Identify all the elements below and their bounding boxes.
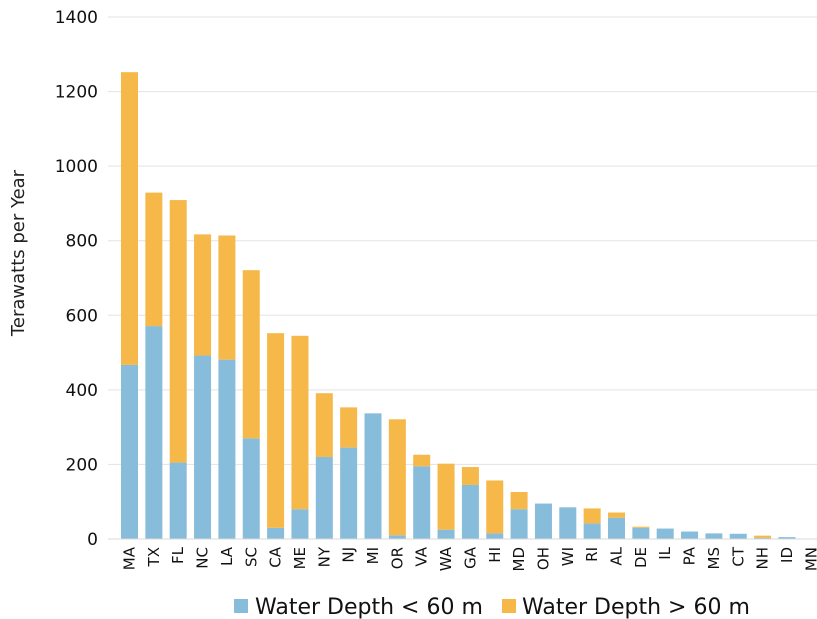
y-tick-label: 600 <box>66 306 98 326</box>
bar-MS-shallow <box>705 533 723 539</box>
legend-swatch-deep <box>502 599 516 613</box>
x-tick-label-LA: LA <box>218 546 236 566</box>
x-tick-label-NJ: NJ <box>340 547 358 563</box>
bar-WA-shallow <box>437 529 455 539</box>
bars <box>121 72 796 539</box>
bar-NJ-shallow <box>340 447 358 539</box>
x-tick-label-PA: PA <box>681 546 699 565</box>
bar-LA-deep <box>218 235 236 360</box>
bar-GA-deep <box>461 467 479 485</box>
bar-WA-deep <box>437 463 455 530</box>
legend-label-shallow: Water Depth < 60 m <box>255 595 483 619</box>
bar-VA-shallow <box>413 466 431 539</box>
bar-NY-shallow <box>315 456 333 539</box>
y-axis-ticks: 0 200 400 600 800 1000 1200 1400 <box>55 8 98 550</box>
x-tick-label-WA: WA <box>437 546 455 571</box>
x-axis-categories: MA TX FL NC LA SC CA ME NY NJ MI OR VA WA GA HI MD OH WI RI… <box>121 546 817 571</box>
x-tick-label-FL: FL <box>169 546 187 564</box>
x-tick-label-OH: OH <box>534 547 552 570</box>
x-tick-label-NH: NH <box>754 547 772 570</box>
bar-HI-deep <box>486 480 504 534</box>
x-tick-label-OR: OR <box>388 547 406 569</box>
bar-ME-shallow <box>291 509 309 539</box>
y-tick-label: 800 <box>66 232 98 252</box>
x-tick-label-AL: AL <box>608 546 626 565</box>
bar-MI-shallow <box>364 413 382 539</box>
x-tick-label-WI: WI <box>559 547 577 566</box>
bar-NC-deep <box>194 234 212 356</box>
bar-MD-deep <box>510 492 528 510</box>
bar-NY-deep <box>315 393 333 457</box>
x-tick-label-MN: MN <box>802 547 817 571</box>
bar-OR-deep <box>388 419 406 536</box>
legend-swatch-shallow <box>234 599 248 613</box>
y-tick-label: 400 <box>66 381 98 401</box>
x-tick-label-IL: IL <box>656 546 674 559</box>
bar-MD-shallow <box>510 509 528 539</box>
bar-SC-shallow <box>242 438 260 539</box>
bar-WI-shallow <box>559 507 577 539</box>
bar-AL-shallow <box>608 517 625 539</box>
bar-DE-deep <box>632 526 650 528</box>
x-tick-label-RI: RI <box>583 547 601 562</box>
y-tick-label: 200 <box>66 455 98 475</box>
y-tick-label: 1200 <box>55 83 98 103</box>
x-tick-label-MA: MA <box>121 546 139 570</box>
x-tick-label-CA: CA <box>267 546 285 567</box>
bar-PA-shallow <box>681 531 699 539</box>
x-tick-label-ID: ID <box>778 547 796 563</box>
bar-RI-deep <box>583 508 601 524</box>
y-tick-label: 1400 <box>55 8 98 28</box>
x-tick-label-TX: TX <box>145 547 163 567</box>
bar-IL-shallow <box>656 528 674 539</box>
x-tick-label-GA: GA <box>461 546 479 569</box>
bar-HI-shallow <box>486 533 504 539</box>
bar-ID-shallow <box>778 537 796 539</box>
y-axis-label: Terawatts per Year <box>8 169 29 337</box>
bar-AL-deep <box>608 512 625 518</box>
bar-NJ-deep <box>340 407 358 448</box>
x-tick-label-SC: SC <box>242 547 260 567</box>
bar-CA-shallow <box>267 527 285 539</box>
bar-RI-shallow <box>583 523 601 539</box>
x-tick-label-MI: MI <box>364 547 382 564</box>
bar-MA-deep <box>121 72 138 365</box>
legend: Water Depth < 60 m Water Depth > 60 m <box>234 595 750 619</box>
bar-NH-shallow <box>754 537 772 539</box>
x-tick-label-NY: NY <box>315 546 333 567</box>
bar-LA-shallow <box>218 359 236 539</box>
x-tick-label-MS: MS <box>705 547 723 569</box>
bar-CT-shallow <box>729 533 747 539</box>
legend-label-deep: Water Depth > 60 m <box>522 595 750 619</box>
bar-OR-shallow <box>388 535 406 539</box>
x-tick-label-HI: HI <box>486 547 504 563</box>
y-tick-label: 1000 <box>55 157 98 177</box>
bar-ME-deep <box>291 335 309 510</box>
x-tick-label-DE: DE <box>632 547 650 568</box>
bar-DE-shallow <box>632 527 650 539</box>
bar-OH-shallow <box>534 503 552 539</box>
x-tick-label-MD: MD <box>510 547 528 572</box>
bar-TX-deep <box>145 192 163 327</box>
bar-FL-deep <box>169 200 187 463</box>
bar-SC-deep <box>242 270 260 439</box>
bar-VA-deep <box>413 454 431 467</box>
x-tick-label-NC: NC <box>194 547 212 569</box>
x-tick-label-VA: VA <box>413 546 431 566</box>
bar-NC-shallow <box>194 355 212 539</box>
bar-NH-deep <box>754 535 772 538</box>
bar-TX-shallow <box>145 326 163 539</box>
gridlines <box>108 16 817 465</box>
y-tick-label: 0 <box>87 530 98 550</box>
x-tick-label-CT: CT <box>729 546 747 566</box>
bar-FL-shallow <box>169 462 187 539</box>
bar-CA-deep <box>267 333 285 528</box>
bar-GA-shallow <box>461 484 479 539</box>
x-tick-label-ME: ME <box>291 547 309 569</box>
bar-MA-shallow <box>121 364 138 539</box>
